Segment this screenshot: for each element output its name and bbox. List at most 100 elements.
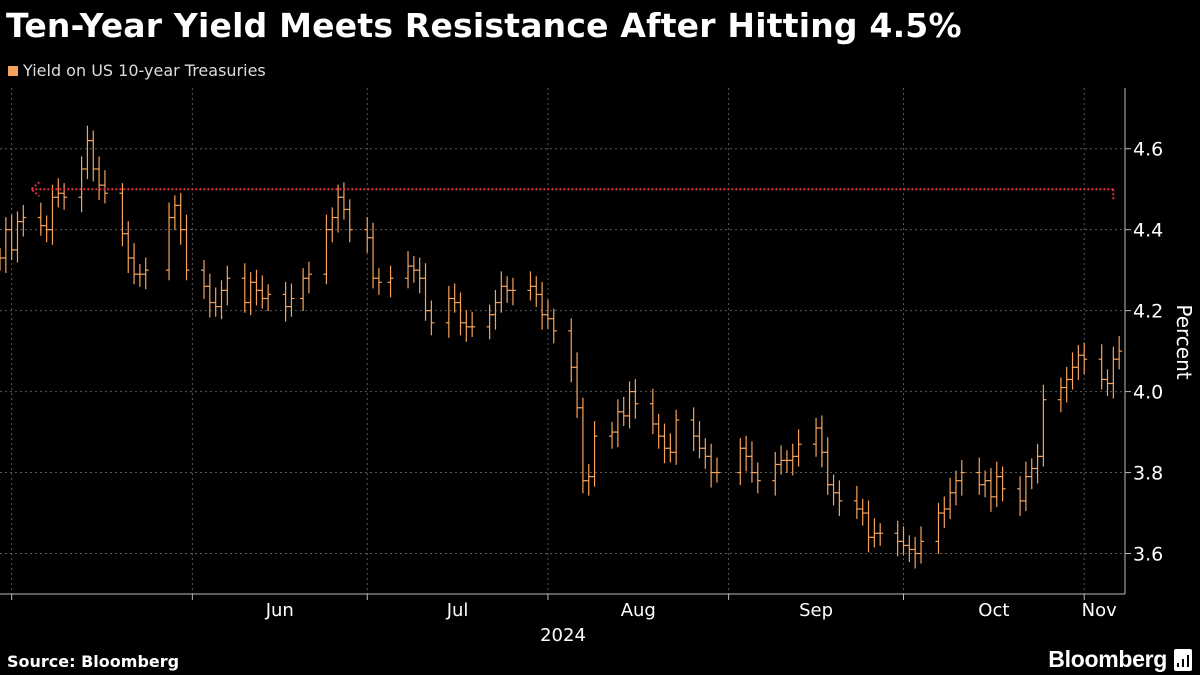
price-bar — [1116, 336, 1123, 370]
price-bar — [527, 271, 534, 301]
x-tick-label: Nov — [1082, 600, 1117, 621]
price-bar — [428, 300, 435, 336]
price-bar — [544, 299, 551, 329]
legend-swatch — [8, 65, 18, 76]
price-bar — [900, 526, 907, 556]
price-bar — [364, 217, 371, 253]
price-bar — [43, 215, 50, 243]
price-bar — [783, 450, 790, 473]
price-bar — [947, 477, 954, 520]
price-bar — [61, 183, 68, 210]
price-bar — [865, 500, 872, 553]
price-bar — [55, 178, 62, 208]
resistance-arrow-icon — [29, 181, 40, 197]
price-bar — [463, 310, 470, 342]
price-bar — [259, 275, 266, 309]
price-bar — [626, 381, 633, 429]
price-bar — [754, 462, 761, 494]
price-bar — [871, 518, 878, 548]
price-bar — [253, 269, 260, 306]
price-bar — [492, 289, 499, 330]
price-bar — [37, 202, 44, 236]
price-bar — [533, 276, 540, 307]
price-bar — [410, 255, 417, 283]
price-bar — [20, 204, 27, 237]
y-tick-label: 4.2 — [1133, 301, 1163, 323]
price-bar — [830, 474, 837, 506]
price-bar — [836, 480, 843, 516]
price-bar — [632, 379, 639, 419]
price-bar — [935, 502, 942, 554]
price-bar — [101, 170, 108, 204]
price-bar — [993, 461, 1000, 507]
price-bar — [1098, 344, 1105, 390]
x-axis-year-label: 2024 — [540, 625, 586, 646]
y-tick-label: 3.8 — [1133, 463, 1163, 485]
price-bar — [568, 318, 575, 383]
brand-name: Bloomberg — [1048, 646, 1167, 672]
y-axis-label: Percent — [1172, 304, 1196, 379]
price-bar — [78, 156, 85, 213]
price-bar — [906, 535, 913, 563]
x-tick-label: Sep — [799, 600, 833, 621]
price-bar — [1034, 443, 1041, 484]
series-price-bars — [0, 125, 1123, 569]
price-bar — [451, 283, 458, 313]
price-bar — [673, 409, 680, 465]
x-tick-label: Aug — [621, 600, 656, 621]
price-bar — [416, 257, 423, 294]
price-bar — [708, 443, 715, 488]
price-bar — [2, 217, 9, 273]
price-bar — [702, 438, 709, 469]
price-bar — [976, 457, 983, 495]
price-bar — [999, 466, 1006, 502]
bloomberg-terminal-icon — [1174, 648, 1192, 671]
price-bar — [212, 287, 219, 317]
price-bar — [737, 438, 744, 486]
price-bar — [982, 470, 989, 498]
price-bar — [288, 283, 295, 317]
price-bar — [201, 260, 208, 299]
price-bar — [620, 396, 627, 427]
price-bar — [789, 443, 796, 476]
price-bar — [241, 263, 248, 313]
x-tick-label: Jul — [446, 600, 469, 621]
price-bar — [877, 523, 884, 546]
price-bar — [1022, 461, 1029, 512]
price-bar — [14, 211, 21, 263]
brand-logo: Bloomberg — [1048, 646, 1192, 673]
y-tick-label: 4.6 — [1133, 139, 1163, 161]
price-bar — [609, 421, 616, 449]
price-bar — [987, 468, 994, 512]
price-bar — [387, 265, 394, 298]
price-bar — [1057, 377, 1064, 413]
price-bar — [49, 184, 56, 245]
price-bar — [574, 352, 581, 418]
price-bar — [649, 388, 656, 435]
price-bar — [305, 261, 312, 294]
price-bar — [142, 257, 149, 290]
price-bar — [405, 251, 412, 289]
x-tick-label: Oct — [978, 600, 1009, 621]
price-bar — [614, 399, 621, 448]
price-bar — [218, 280, 225, 320]
price-bar — [579, 397, 586, 494]
grid — [0, 88, 1125, 594]
price-bar — [894, 520, 901, 557]
price-bar — [282, 281, 289, 322]
x-axis: MayJunJulAugSepOctNov — [0, 593, 1125, 621]
price-bar — [340, 182, 347, 220]
price-bar — [370, 222, 377, 289]
price-bar — [667, 433, 674, 463]
price-bar — [1063, 366, 1070, 403]
price-bar — [509, 277, 516, 306]
price-bar — [119, 183, 126, 247]
price-bar — [1075, 345, 1082, 380]
price-bar — [941, 496, 948, 529]
price-bar — [8, 214, 15, 261]
price-bar — [591, 421, 598, 487]
price-bar — [1028, 458, 1035, 490]
price-bar — [1110, 346, 1117, 399]
price-bar — [457, 292, 464, 336]
